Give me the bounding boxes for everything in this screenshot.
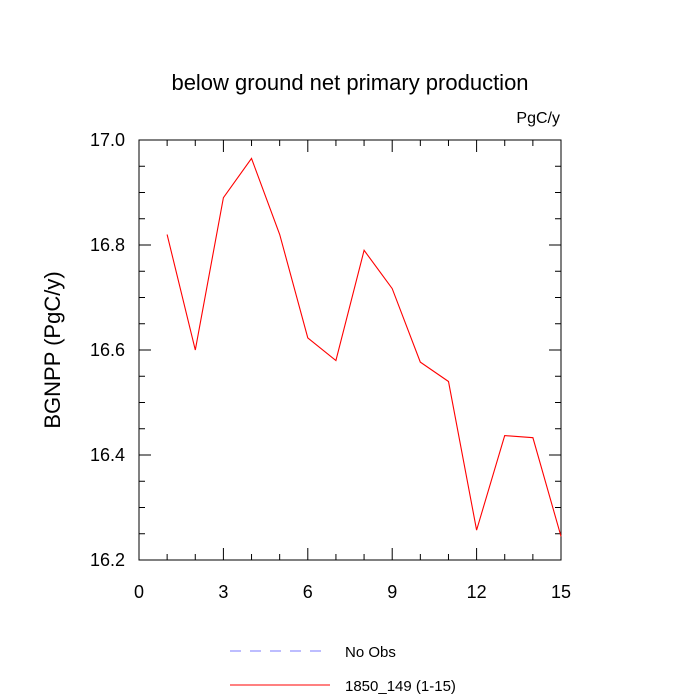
y-tick-label: 16.2 (90, 550, 125, 570)
x-tick-label: 3 (218, 582, 228, 602)
chart-title: below ground net primary production (171, 70, 528, 95)
series-layer (166, 157, 562, 537)
x-tick-label: 0 (134, 582, 144, 602)
x-tick-label: 9 (387, 582, 397, 602)
plot-frame (138, 139, 562, 561)
legend-label-series: 1850_149 (1-15) (345, 678, 456, 695)
x-axis: 0 3 6 9 12 15 (134, 140, 571, 602)
series-line (166, 157, 562, 537)
legend: No Obs 1850_149 (1-15) (230, 644, 456, 695)
y-tick-label: 17.0 (90, 130, 125, 150)
x-tick-label: 12 (467, 582, 487, 602)
y-tick-label: 16.4 (90, 445, 125, 465)
y-tick-label: 16.8 (90, 235, 125, 255)
legend-label-no-obs: No Obs (345, 644, 396, 661)
x-tick-label: 15 (551, 582, 571, 602)
x-tick-label: 6 (303, 582, 313, 602)
units-label: PgC/y (516, 110, 560, 127)
y-tick-label: 16.6 (90, 340, 125, 360)
y-axis: 16.2 16.4 16.6 16.8 17.0 (90, 130, 561, 570)
y-axis-label: BGNPP (PgC/y) (40, 271, 65, 428)
